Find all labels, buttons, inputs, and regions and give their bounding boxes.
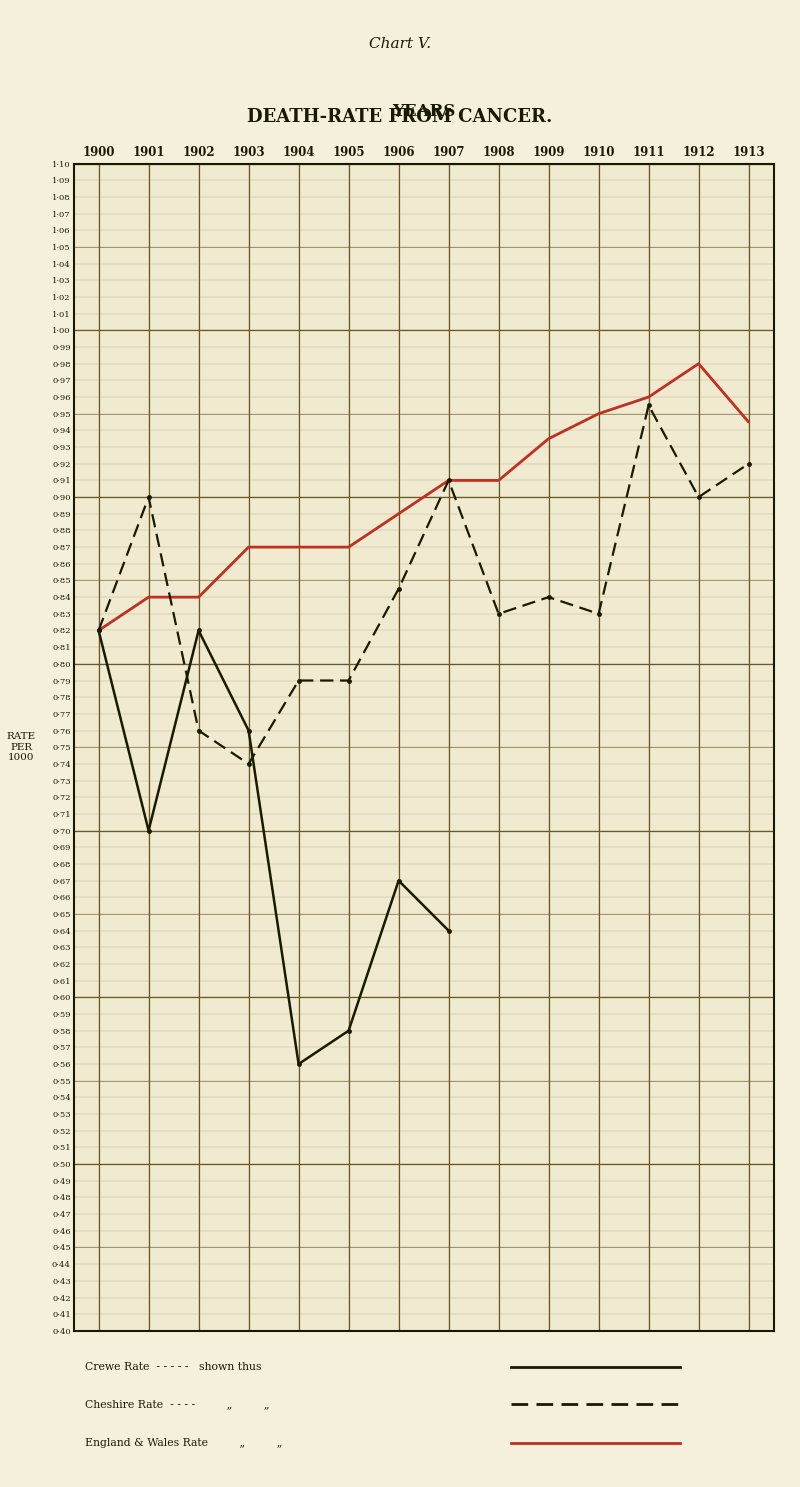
Text: RATE
PER
1000: RATE PER 1000	[6, 732, 36, 763]
Text: England & Wales Rate         „         „: England & Wales Rate „ „	[85, 1438, 282, 1448]
Text: DEATH-RATE FROM CANCER.: DEATH-RATE FROM CANCER.	[247, 109, 553, 126]
X-axis label: YEARS: YEARS	[392, 103, 455, 120]
Text: Chart V.: Chart V.	[369, 37, 431, 51]
Text: Cheshire Rate  - - - -         „         „: Cheshire Rate - - - - „ „	[85, 1399, 270, 1408]
Text: Crewe Rate  - - - - -   shown thus: Crewe Rate - - - - - shown thus	[85, 1362, 262, 1373]
